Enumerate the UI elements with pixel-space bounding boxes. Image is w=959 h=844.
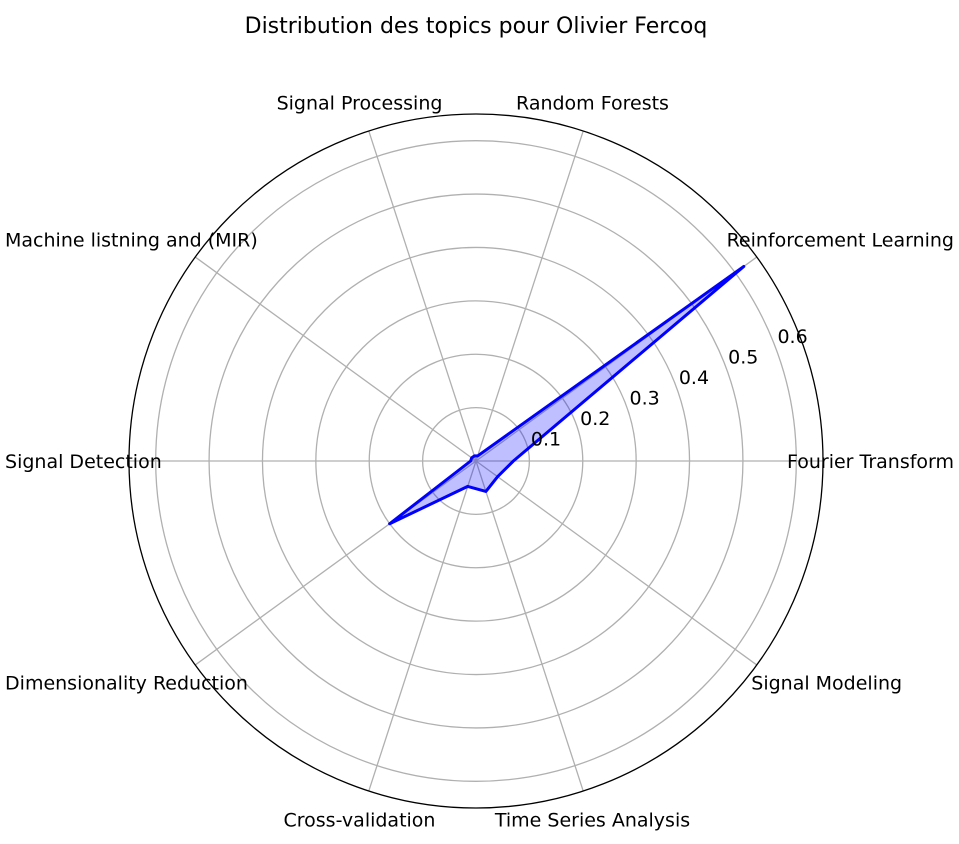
category-label: Cross-validation xyxy=(284,810,436,832)
spoke-9 xyxy=(475,460,584,792)
radial-tick-label: 0.3 xyxy=(630,387,660,409)
category-label: Reinforcement Learning xyxy=(727,229,954,251)
polar-frame xyxy=(128,113,824,809)
spoke-5 xyxy=(194,256,477,462)
category-label: Machine listning and (MIR) xyxy=(5,229,258,251)
data-layer xyxy=(388,264,746,526)
spoke-3 xyxy=(475,130,584,462)
category-labels: Fourier Transform Reinforcement Learning R… xyxy=(5,93,954,832)
frame-layer xyxy=(128,113,824,809)
chart-title: Distribution des topics pour Olivier Fer… xyxy=(245,14,708,39)
radial-tick-label: 0.2 xyxy=(580,408,610,430)
category-label: Signal Modeling xyxy=(751,673,902,695)
grid-layer xyxy=(129,130,823,792)
radial-tick-label: 0.5 xyxy=(728,347,758,369)
radial-tick-label: 0.4 xyxy=(679,367,709,389)
spoke-10 xyxy=(475,460,758,666)
radial-tick-label: 0.1 xyxy=(531,428,561,450)
category-label: Random Forests xyxy=(516,93,669,115)
radial-tick-labels: 0.1 0.2 0.3 0.4 0.5 0.6 xyxy=(531,326,808,450)
spoke-4 xyxy=(368,130,477,462)
spoke-8 xyxy=(368,460,477,792)
category-label: Dimensionality Reduction xyxy=(5,673,248,695)
category-label: Fourier Transform xyxy=(787,451,954,473)
category-label: Signal Detection xyxy=(5,451,162,473)
category-label: Time Series Analysis xyxy=(494,810,690,832)
radial-tick-label: 0.6 xyxy=(777,326,807,348)
category-label: Signal Processing xyxy=(277,93,443,115)
